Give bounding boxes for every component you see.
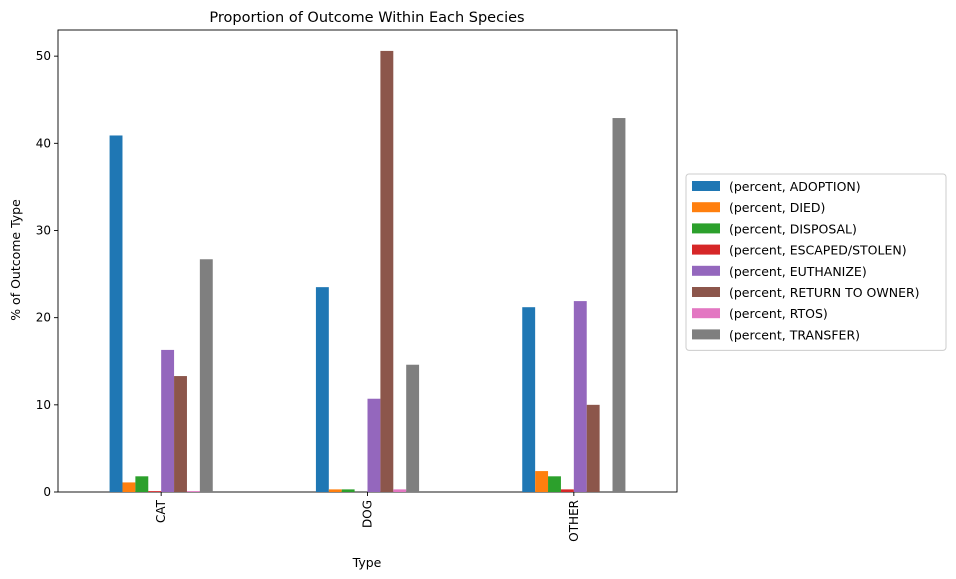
- bar: [380, 50, 394, 493]
- bar: [174, 376, 187, 492]
- bar: [122, 482, 136, 492]
- legend-label: (percent, DISPOSAL): [729, 221, 857, 236]
- y-tick-label: 40: [36, 136, 51, 150]
- bar: [573, 301, 587, 492]
- bar: [341, 489, 355, 492]
- bar: [522, 307, 536, 492]
- legend-label: (percent, RTOS): [729, 306, 828, 321]
- legend-swatch: [692, 265, 720, 276]
- legend-label: (percent, RETURN TO OWNER): [729, 285, 920, 300]
- legend-swatch: [692, 329, 720, 340]
- x-tick-label: OTHER: [567, 500, 581, 542]
- x-tick-label: CAT: [154, 499, 168, 523]
- legend-label: (percent, ESCAPED/STOLEN): [729, 243, 907, 258]
- bar: [161, 349, 175, 492]
- x-axis-label: Type: [352, 555, 382, 570]
- bar: [328, 489, 342, 492]
- x-tick-label: DOG: [361, 500, 375, 528]
- bar: [612, 118, 626, 492]
- bars-group: [109, 50, 626, 493]
- bar: [367, 398, 381, 492]
- legend-box: [685, 173, 947, 351]
- legend-swatch: [692, 181, 720, 191]
- x-axis: CAT DOG OTHER: [154, 492, 581, 542]
- y-tick-label: 20: [36, 311, 51, 325]
- legend: (percent, ADOPTION) (percent, DIED) (perce…: [685, 173, 947, 351]
- bar: [109, 135, 123, 493]
- bar: [548, 476, 561, 492]
- y-tick-label: 50: [36, 49, 51, 63]
- y-tick-label: 30: [36, 223, 51, 237]
- bar: [315, 287, 329, 492]
- legend-label: (percent, ADOPTION): [729, 179, 861, 194]
- y-tick-label: 0: [43, 485, 51, 499]
- bar: [586, 404, 600, 492]
- bar: [135, 476, 149, 492]
- legend-label: (percent, TRANSFER): [729, 327, 860, 342]
- legend-swatch: [692, 308, 720, 319]
- legend-label: (percent, DIED): [729, 200, 825, 215]
- y-tick-label: 10: [36, 398, 51, 412]
- bar: [393, 489, 407, 492]
- legend-swatch: [692, 223, 720, 234]
- bar: [406, 364, 420, 492]
- y-axis-label: % of Outcome Type: [8, 199, 23, 321]
- chart-title: Proportion of Outcome Within Each Specie…: [209, 10, 524, 26]
- legend-swatch: [692, 287, 720, 297]
- y-axis: 0 10 20 30 40 50: [36, 49, 58, 499]
- bar: [560, 489, 574, 492]
- bar: [199, 259, 213, 492]
- legend-swatch: [692, 244, 720, 255]
- legend-swatch: [692, 202, 720, 213]
- bar: [535, 471, 549, 492]
- bar: [186, 491, 200, 492]
- legend-label: (percent, EUTHANIZE): [729, 264, 867, 279]
- bar: [148, 491, 162, 492]
